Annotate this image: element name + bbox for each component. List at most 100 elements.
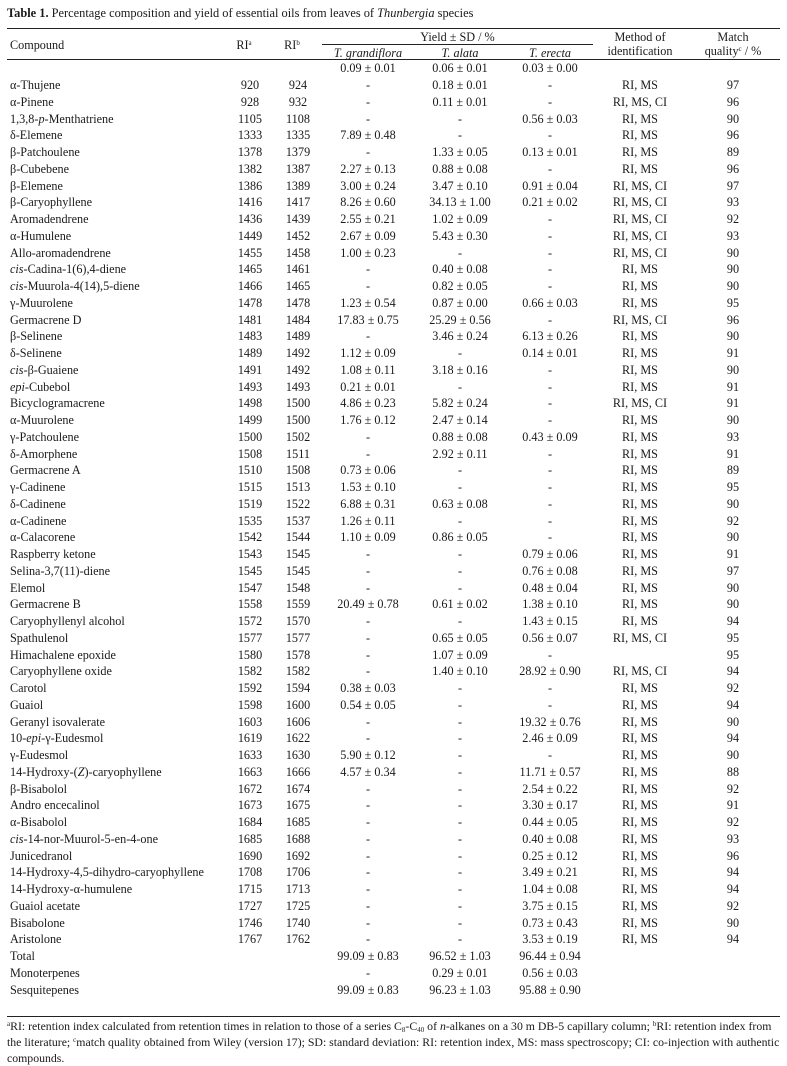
- yield-t-erecta: -: [547, 530, 553, 545]
- ri-calculated: 1478: [237, 295, 263, 310]
- identification-method: [594, 981, 686, 998]
- yield-subrule: [322, 44, 593, 45]
- compound-name: Germacrene D: [10, 312, 82, 327]
- yield-t-erecta: -: [547, 128, 553, 143]
- identification-method: RI, MS: [622, 128, 658, 143]
- match-quality: 91: [726, 379, 740, 394]
- ri-literature: 1458: [285, 245, 311, 260]
- ri-calculated: 1535: [237, 513, 263, 528]
- ri-calculated: 1592: [237, 681, 263, 696]
- ri-literature: 1692: [285, 848, 311, 863]
- yield-t-erecta: 3.53 ± 0.19: [522, 932, 578, 947]
- ri-calculated: 1515: [237, 480, 263, 495]
- ri-literature: 1762: [285, 932, 311, 947]
- yield-t-erecta: -: [547, 379, 553, 394]
- yield-t-alata: 34.13 ± 1.00: [429, 195, 491, 210]
- yield-t-erecta: -: [547, 647, 553, 662]
- yield-t-alata: 0.61 ± 0.02: [432, 597, 488, 612]
- yield-t-grandiflora: -: [365, 915, 371, 930]
- yield-t-alata: -: [457, 681, 463, 696]
- compound-name: Total: [10, 949, 35, 964]
- yield-t-erecta: 3.30 ± 0.17: [522, 798, 578, 813]
- yield-t-alata: 1.02 ± 0.09: [432, 212, 488, 227]
- ri-literature: 1740: [285, 915, 311, 930]
- ri-literature: [274, 948, 322, 965]
- yield-t-grandiflora: 4.86 ± 0.23: [340, 396, 396, 411]
- yield-t-grandiflora: -: [365, 831, 371, 846]
- ri-literature: 1387: [285, 161, 311, 176]
- ri-calculated: 1499: [237, 413, 263, 428]
- table-row: Germacrene A 1510 1508 0.73 ± 0.06 - - RI, MS 8…: [7, 462, 780, 479]
- compound-name: Caryophyllene oxide: [10, 664, 112, 679]
- ri-literature: 1500: [285, 396, 311, 411]
- identification-method: RI, MS: [622, 446, 658, 461]
- match-quality: 93: [726, 429, 740, 444]
- yield-t-alata: 0.88 ± 0.08: [432, 429, 488, 444]
- yield-t-grandiflora: 1.10 ± 0.09: [340, 530, 396, 545]
- yield-t-erecta: 0.13 ± 0.01: [522, 145, 578, 160]
- table-footnote: aRI: retention index calculated from ret…: [7, 1019, 780, 1065]
- ri-literature: [274, 981, 322, 998]
- ri-literature: 1600: [285, 697, 311, 712]
- yield-t-alata: -: [457, 379, 463, 394]
- identification-method: RI, MS: [622, 362, 658, 377]
- yield-t-alata: 0.86 ± 0.05: [432, 530, 488, 545]
- ri-calculated: 1543: [237, 547, 263, 562]
- table-row: Spathulenol 1577 1577 - 0.65 ± 0.05 0.56 ± 0.…: [7, 630, 780, 647]
- caption-text: Percentage composition and yield of esse…: [48, 6, 378, 20]
- table-row: Sesquitepenes 99.09 ± 0.83 96.23 ± 1.03 95.…: [7, 981, 780, 998]
- ri-literature: 1688: [285, 831, 311, 846]
- ri-literature: 1492: [285, 362, 311, 377]
- top-rule: [7, 28, 780, 29]
- yield-t-erecta: 2.54 ± 0.22: [522, 781, 578, 796]
- compound-name: γ-Muurolene: [10, 295, 73, 310]
- compound-name: Spathulenol: [10, 630, 69, 645]
- identification-method: RI, MS: [622, 329, 658, 344]
- header-method: Method of identification: [607, 30, 673, 58]
- table-row: Allo-aromadendrene 1455 1458 1.00 ± 0.23 - - R…: [7, 244, 780, 261]
- ri-literature: 924: [288, 78, 308, 93]
- match-quality: 90: [726, 362, 740, 377]
- yield-row: 0.09 ± 0.01 0.06 ± 0.01 0.03 ± 0.00: [7, 60, 780, 77]
- yield-t-alata: -: [457, 614, 463, 629]
- yield-t-erecta: -: [547, 681, 553, 696]
- match-quality: 92: [726, 513, 740, 528]
- yield-t-grandiflora: 4.57 ± 0.34: [340, 764, 396, 779]
- ri-calculated: 1510: [237, 463, 263, 478]
- match-quality: 95: [726, 647, 740, 662]
- ri-literature: 1522: [285, 496, 311, 511]
- table-row: γ-Eudesmol 1633 1630 5.90 ± 0.12 - - RI, MS 90: [7, 747, 780, 764]
- identification-method: RI, MS: [622, 480, 658, 495]
- table-row: 1,3,8-p-Menthatriene 1105 1108 - - 0.56 ± 0.0…: [7, 110, 780, 127]
- identification-method: RI, MS: [622, 580, 658, 595]
- ri-literature: 1582: [285, 664, 311, 679]
- compound-name: Carotol: [10, 681, 47, 696]
- ri-literature: 932: [288, 94, 308, 109]
- yield-t-erecta: -: [547, 94, 553, 109]
- identification-method: RI, MS: [622, 145, 658, 160]
- yield-t-alata: -: [457, 764, 463, 779]
- table-row: Germacrene D 1481 1484 17.83 ± 0.75 25.29 ± …: [7, 311, 780, 328]
- header-yield: Yield ± SD / %: [420, 30, 495, 44]
- yield-t-erecta: -: [547, 496, 553, 511]
- ri-calculated: 928: [240, 94, 260, 109]
- table-row: Germacrene B 1558 1559 20.49 ± 0.78 0.61 ± 0…: [7, 596, 780, 613]
- yield-t-erecta: 0.91 ± 0.04: [522, 178, 578, 193]
- table-row: Raspberry ketone 1543 1545 - - 0.79 ± 0.06 RI,…: [7, 546, 780, 563]
- compound-name: γ-Cadinene: [10, 480, 66, 495]
- yield-t-alata: -: [457, 697, 463, 712]
- ri-calculated: 1498: [237, 396, 263, 411]
- ri-calculated: 1519: [237, 496, 263, 511]
- header-t-alata: T. alata: [441, 46, 479, 60]
- match-quality: 95: [726, 630, 740, 645]
- yield-t-grandiflora: -: [365, 882, 371, 897]
- table-row: 14-Hydroxy-(Z)-caryophyllene 1663 1666 4.57…: [7, 764, 780, 781]
- yield-t-erecta: -: [547, 279, 553, 294]
- ri-calculated: 1547: [237, 580, 263, 595]
- composition-table: 0.09 ± 0.01 0.06 ± 0.01 0.03 ± 0.00 α-Th…: [7, 60, 780, 998]
- ri-calculated: 1580: [237, 647, 263, 662]
- match-quality: 96: [726, 312, 740, 327]
- ri-literature: 1545: [285, 563, 311, 578]
- match-quality: 94: [726, 697, 740, 712]
- yield-t-grandiflora: 0.73 ± 0.06: [340, 463, 396, 478]
